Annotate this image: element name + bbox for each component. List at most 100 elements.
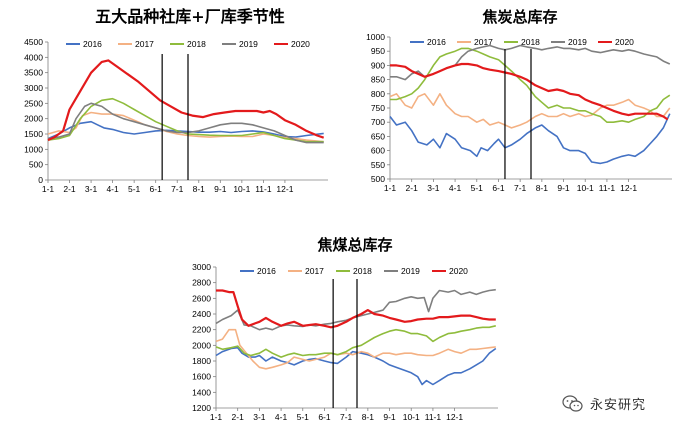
y-tick-label: 3000 bbox=[192, 262, 211, 272]
y-tick-label: 2000 bbox=[24, 114, 43, 124]
y-tick-label: 950 bbox=[371, 46, 385, 56]
legend-label: 2017 bbox=[305, 266, 324, 276]
y-tick-label: 2500 bbox=[24, 98, 43, 108]
wechat-icon bbox=[562, 395, 583, 412]
x-tick-label: 8-1 bbox=[193, 184, 206, 194]
x-tick-label: 3-1 bbox=[253, 412, 266, 422]
legend-label: 2020 bbox=[291, 39, 310, 49]
series-line-2016 bbox=[389, 113, 671, 165]
y-tick-label: 2400 bbox=[192, 309, 211, 319]
x-tick-label: 8-1 bbox=[536, 183, 549, 193]
y-tick-label: 500 bbox=[371, 174, 385, 184]
y-tick-label: 2200 bbox=[192, 325, 211, 335]
x-tick-label: 10-1 bbox=[577, 183, 594, 193]
y-tick-label: 500 bbox=[29, 160, 43, 170]
legend-label: 2019 bbox=[239, 39, 258, 49]
legend-label: 2019 bbox=[568, 37, 587, 47]
y-tick-label: 2800 bbox=[192, 278, 211, 288]
y-tick-label: 3000 bbox=[24, 83, 43, 93]
series-line-2020 bbox=[216, 289, 496, 329]
y-tick-label: 600 bbox=[371, 146, 385, 156]
chart-title: 五大品种社库+厂库季节性 bbox=[95, 7, 284, 26]
legend-label: 2017 bbox=[135, 39, 154, 49]
y-tick-label: 1400 bbox=[192, 387, 211, 397]
y-tick-label: 650 bbox=[371, 131, 385, 141]
watermark: 永安研究 bbox=[560, 392, 670, 416]
series-line-2016 bbox=[47, 120, 324, 140]
x-tick-label: 3-1 bbox=[427, 183, 440, 193]
x-tick-label: 6-1 bbox=[492, 183, 505, 193]
y-tick-label: 3500 bbox=[24, 68, 43, 78]
x-tick-label: 12-1 bbox=[620, 183, 637, 193]
x-tick-label: 1-1 bbox=[42, 184, 55, 194]
watermark-text: 永安研究 bbox=[590, 398, 647, 413]
legend-label: 2020 bbox=[615, 37, 634, 47]
y-tick-label: 0 bbox=[38, 175, 43, 185]
x-tick-label: 1-1 bbox=[384, 183, 397, 193]
series-line-2017 bbox=[215, 328, 496, 370]
y-tick-label: 700 bbox=[371, 117, 385, 127]
x-tick-label: 5-1 bbox=[471, 183, 484, 193]
series-line-2019 bbox=[47, 102, 324, 144]
x-tick-label: 10-1 bbox=[233, 184, 250, 194]
x-tick-label: 12-1 bbox=[276, 184, 293, 194]
x-tick-label: 11-1 bbox=[425, 412, 442, 422]
legend-label: 2018 bbox=[187, 39, 206, 49]
chart-3: 焦煤总库存 1200 1400 1600 1800 2000 2200 2400 2600 280… bbox=[192, 236, 498, 422]
legend-label: 2019 bbox=[401, 266, 420, 276]
y-tick-label: 1800 bbox=[192, 356, 211, 366]
series-line-2019 bbox=[215, 288, 496, 331]
x-tick-label: 7-1 bbox=[340, 412, 353, 422]
legend-label: 2016 bbox=[427, 37, 446, 47]
y-tick-label: 1000 bbox=[366, 32, 385, 42]
y-tick-label: 1200 bbox=[192, 403, 211, 413]
legend-label: 2016 bbox=[83, 39, 102, 49]
legend-label: 2020 bbox=[449, 266, 468, 276]
x-tick-label: 2-1 bbox=[63, 184, 76, 194]
y-tick-label: 1000 bbox=[24, 144, 43, 154]
y-tick-label: 850 bbox=[371, 75, 385, 85]
y-tick-label: 2000 bbox=[192, 340, 211, 350]
y-tick-label: 900 bbox=[371, 60, 385, 70]
x-tick-label: 5-1 bbox=[297, 412, 310, 422]
x-tick-label: 4-1 bbox=[275, 412, 288, 422]
y-tick-label: 1500 bbox=[24, 129, 43, 139]
x-tick-label: 9-1 bbox=[383, 412, 396, 422]
x-tick-label: 11-1 bbox=[255, 184, 272, 194]
y-tick-label: 550 bbox=[371, 160, 385, 170]
chart-title: 焦炭总库存 bbox=[481, 8, 557, 26]
x-tick-label: 4-1 bbox=[106, 184, 119, 194]
x-tick-label: 1-1 bbox=[210, 412, 223, 422]
series-line-2020 bbox=[47, 59, 325, 142]
y-tick-label: 4000 bbox=[24, 52, 43, 62]
x-tick-label: 9-1 bbox=[557, 183, 570, 193]
y-tick-label: 2600 bbox=[192, 293, 211, 303]
x-tick-label: 4-1 bbox=[449, 183, 462, 193]
x-tick-label: 6-1 bbox=[318, 412, 331, 422]
legend-label: 2018 bbox=[521, 37, 540, 47]
legend-label: 2017 bbox=[474, 37, 493, 47]
chart-1: 五大品种社库+厂库季节性 0 500 1000 1500 2000 2500 3000 3500… bbox=[24, 7, 328, 194]
x-tick-label: 7-1 bbox=[171, 184, 184, 194]
x-tick-label: 9-1 bbox=[214, 184, 227, 194]
x-tick-label: 11-1 bbox=[599, 183, 616, 193]
x-tick-label: 10-1 bbox=[403, 412, 420, 422]
legend-label: 2016 bbox=[257, 266, 276, 276]
series-line-2020 bbox=[390, 62, 669, 121]
x-tick-label: 3-1 bbox=[85, 184, 98, 194]
y-tick-label: 800 bbox=[371, 89, 385, 99]
x-tick-label: 2-1 bbox=[406, 183, 419, 193]
y-tick-label: 750 bbox=[371, 103, 385, 113]
x-tick-label: 7-1 bbox=[514, 183, 527, 193]
series-line-2018 bbox=[390, 47, 671, 123]
y-tick-label: 4500 bbox=[24, 37, 43, 47]
x-tick-label: 12-1 bbox=[446, 412, 463, 422]
x-tick-label: 5-1 bbox=[128, 184, 141, 194]
chart-title: 焦煤总库存 bbox=[316, 236, 392, 254]
legend-label: 2018 bbox=[353, 266, 372, 276]
x-tick-label: 2-1 bbox=[232, 412, 245, 422]
x-tick-label: 8-1 bbox=[362, 412, 375, 422]
y-tick-label: 1600 bbox=[192, 372, 211, 382]
x-tick-label: 6-1 bbox=[150, 184, 163, 194]
